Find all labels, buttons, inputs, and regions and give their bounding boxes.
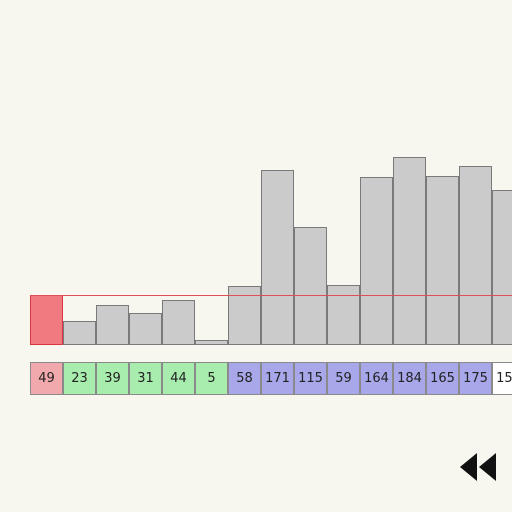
array-cell: 44 [162, 362, 195, 395]
array-bar [195, 340, 228, 345]
array-cell: 5 [195, 362, 228, 395]
array-cell: 175 [459, 362, 492, 395]
array-bar [327, 285, 360, 345]
array-bar [261, 170, 294, 345]
array-cell: 23 [63, 362, 96, 395]
array-cell: 165 [426, 362, 459, 395]
array-cell: 59 [327, 362, 360, 395]
array-bar [96, 305, 129, 345]
array-bar [162, 300, 195, 345]
array-cell: 58 [228, 362, 261, 395]
fast-rewind-icon [460, 453, 496, 481]
array-cell: 115 [294, 362, 327, 395]
array-bar [294, 227, 327, 345]
array-cell: 31 [129, 362, 162, 395]
array-cell: 49 [30, 362, 63, 395]
array-cell: 164 [360, 362, 393, 395]
rewind-button[interactable] [458, 450, 498, 484]
array-bar [63, 321, 96, 345]
array-cell: 39 [96, 362, 129, 395]
array-cell: 171 [261, 362, 294, 395]
array-bar [492, 190, 512, 345]
pivot-threshold-line [30, 295, 512, 296]
array-bar [459, 166, 492, 345]
array-cell: 152 [492, 362, 512, 395]
array-bar [129, 313, 162, 345]
array-bar [393, 157, 426, 345]
array-cell: 184 [393, 362, 426, 395]
array-bar [30, 295, 63, 345]
array-bar [360, 177, 393, 345]
array-bar [426, 176, 459, 345]
